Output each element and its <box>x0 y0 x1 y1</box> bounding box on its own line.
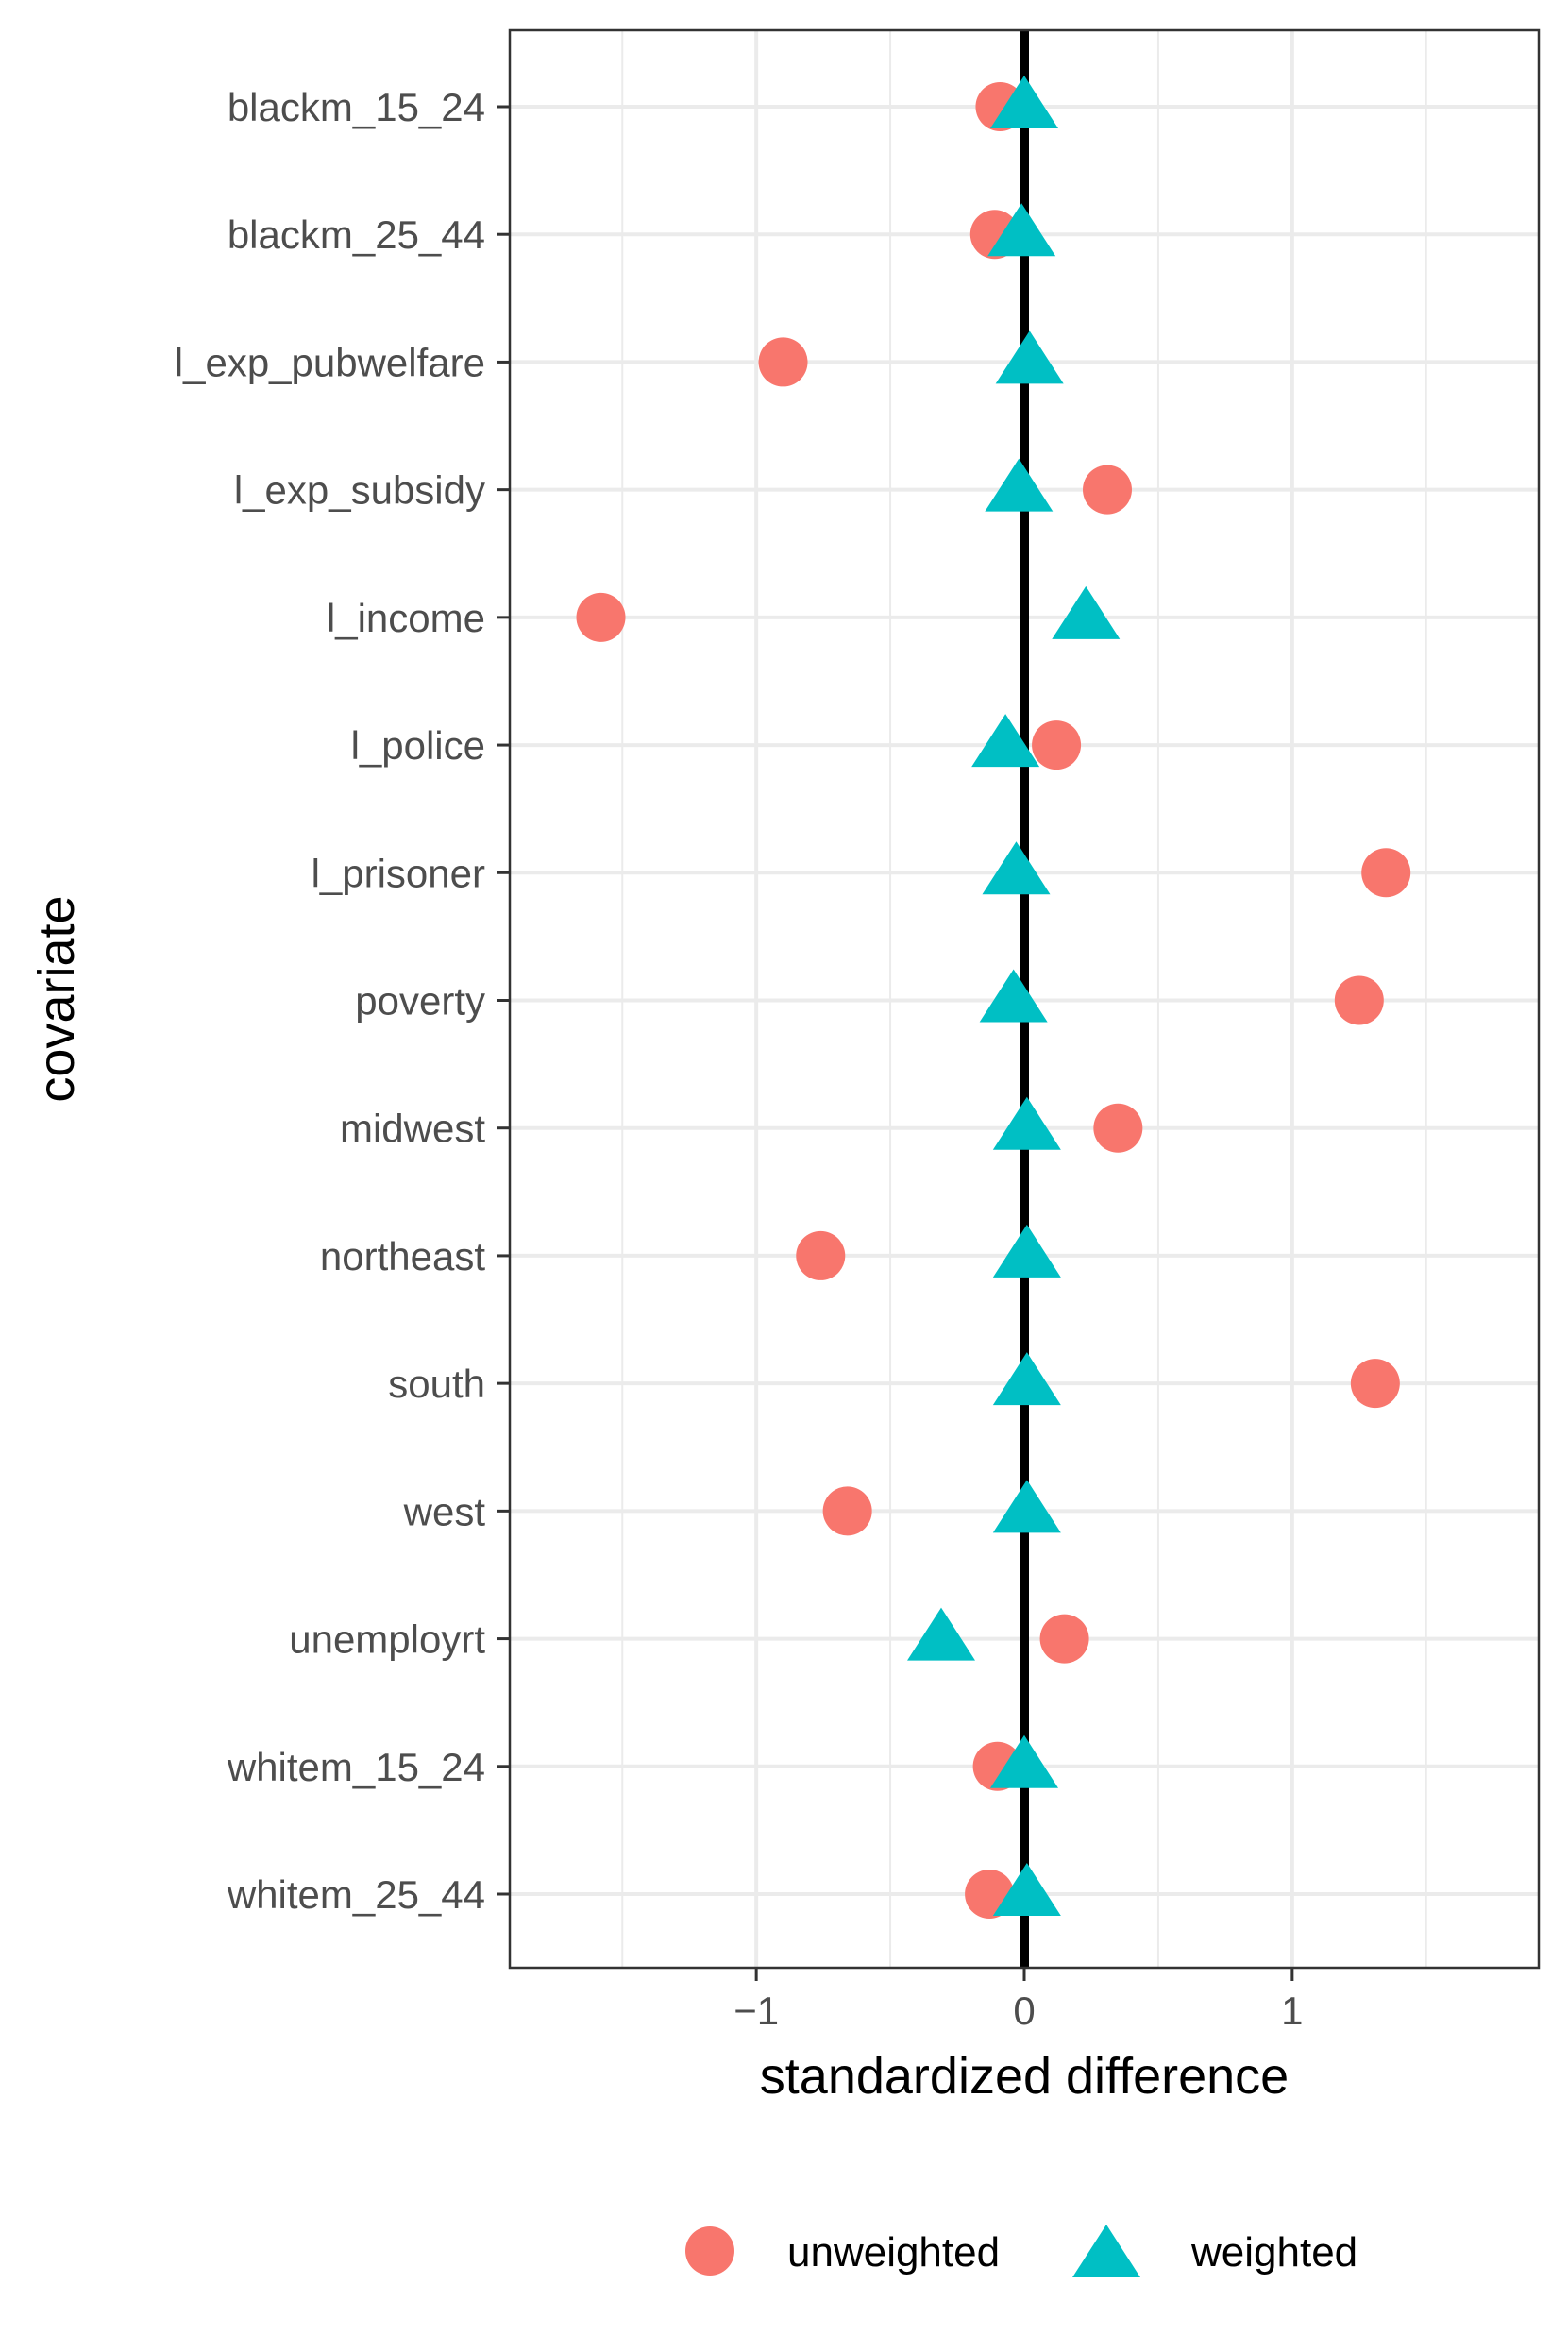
weighted-point-l_prisoner <box>982 841 1051 895</box>
x-axis: −1 0 1 <box>733 1968 1304 2033</box>
x-axis-title: standardized difference <box>760 2048 1289 2105</box>
unweighted-point-poverty <box>1334 975 1384 1025</box>
unweighted-point-l_income <box>576 592 626 642</box>
y-tick-label-l_exp_subsidy: l_exp_subsidy <box>234 468 485 513</box>
weighted-point-midwest <box>992 1096 1061 1150</box>
y-axis: blackm_15_24 blackm_25_44 l_exp_pubwelfare… <box>175 85 510 1917</box>
legend-item-weighted: weighted <box>1072 2225 1357 2277</box>
weighted-point-poverty <box>979 969 1048 1023</box>
y-tick-label-whitem_25_44: whitem_25_44 <box>227 1872 485 1917</box>
y-tick-label-blackm_25_44: blackm_25_44 <box>228 212 485 257</box>
y-tick-label-unemployrt: unemployrt <box>289 1617 485 1662</box>
weighted-point-l_income <box>1052 585 1121 639</box>
x-tick-label: 1 <box>1281 1988 1303 2033</box>
unweighted-point-midwest <box>1093 1103 1143 1153</box>
unweighted-point-northeast <box>796 1230 846 1280</box>
unweighted-point-south <box>1350 1359 1400 1409</box>
legend: unweighted weighted <box>685 2225 1357 2277</box>
weighted-point-l_exp_subsidy <box>985 458 1054 512</box>
y-tick-label-whitem_15_24: whitem_15_24 <box>227 1745 485 1789</box>
legend-key-triangle-icon <box>1072 2225 1140 2277</box>
y-tick-label-northeast: northeast <box>320 1234 485 1278</box>
unweighted-point-west <box>822 1486 872 1536</box>
x-tick-label: −1 <box>733 1988 779 2033</box>
weighted-point-whitem_15_24 <box>990 1734 1058 1788</box>
x-tick-label: 0 <box>1013 1988 1035 2033</box>
y-tick-label-west: west <box>403 1489 486 1533</box>
unweighted-point-l_exp_pubwelfare <box>758 337 808 387</box>
legend-item-unweighted: unweighted <box>685 2226 1000 2276</box>
weighted-point-south <box>992 1352 1061 1406</box>
legend-label-weighted: weighted <box>1190 2229 1357 2276</box>
weighted-point-l_police <box>971 714 1040 768</box>
weighted-point-l_exp_pubwelfare <box>995 330 1064 384</box>
weighted-points <box>907 76 1121 1916</box>
weighted-point-northeast <box>992 1224 1061 1278</box>
y-tick-label-blackm_15_24: blackm_15_24 <box>228 85 485 129</box>
weighted-point-whitem_25_44 <box>992 1863 1061 1916</box>
plot-panel <box>508 28 1541 1970</box>
legend-label-unweighted: unweighted <box>787 2229 1000 2276</box>
y-tick-label-l_income: l_income <box>327 596 485 640</box>
y-tick-label-poverty: poverty <box>355 979 485 1024</box>
y-tick-label-midwest: midwest <box>340 1107 485 1151</box>
y-tick-label-l_exp_pubwelfare: l_exp_pubwelfare <box>175 340 485 384</box>
y-axis-title: covariate <box>28 895 85 1102</box>
y-tick-label-l_prisoner: l_prisoner <box>312 851 485 895</box>
weighted-point-unemployrt <box>907 1607 976 1661</box>
weighted-point-blackm_25_44 <box>987 203 1056 257</box>
unweighted-point-unemployrt <box>1039 1614 1089 1664</box>
weighted-point-blackm_15_24 <box>990 76 1058 128</box>
unweighted-point-l_prisoner <box>1361 848 1411 898</box>
legend-key-circle-icon <box>685 2226 734 2276</box>
unweighted-point-l_police <box>1032 720 1082 770</box>
unweighted-point-l_exp_subsidy <box>1082 465 1132 515</box>
y-tick-label-l_police: l_police <box>351 723 485 768</box>
weighted-point-west <box>992 1480 1061 1533</box>
y-tick-label-south: south <box>388 1362 485 1406</box>
